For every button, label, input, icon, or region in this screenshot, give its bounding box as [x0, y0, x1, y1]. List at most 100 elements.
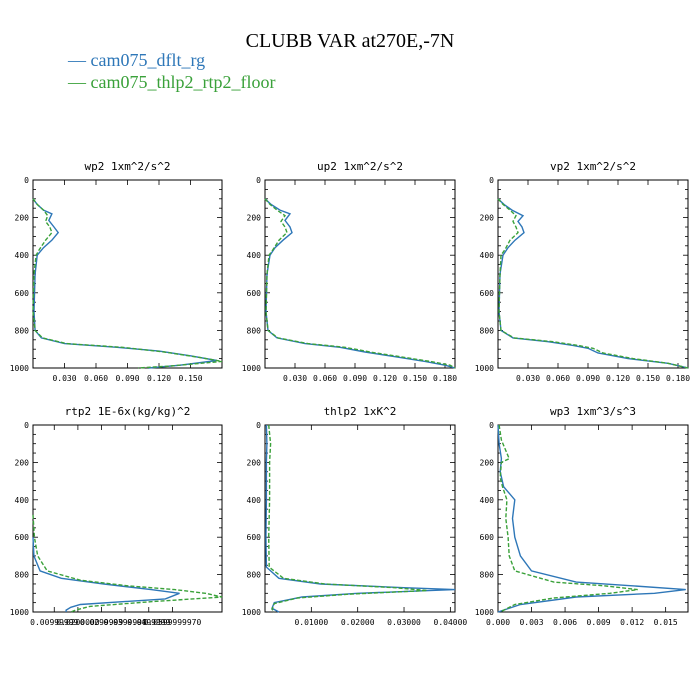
y-tick-label-4-4: 800 [247, 571, 262, 580]
y-tick-label-4-0: 0 [256, 421, 261, 430]
y-tick-label-0-5: 1000 [10, 364, 29, 373]
y-tick-label-1-0: 0 [256, 176, 261, 185]
y-tick-label-2-4: 800 [480, 326, 495, 335]
y-tick-label-5-0: 0 [489, 421, 494, 430]
series-line-2-1 [497, 198, 689, 369]
x-tick-label-1-2: 0.090 [343, 374, 367, 383]
y-tick-label-5-2: 400 [480, 496, 495, 505]
y-tick-label-4-2: 400 [247, 496, 262, 505]
panel-title-0: wp2 1xm^2/s^2 [84, 160, 170, 173]
x-tick-label-3-3: 0.0399999 [103, 618, 147, 627]
y-tick-label-0-4: 800 [15, 326, 30, 335]
series-line-2-0 [497, 198, 689, 369]
x-tick-label-0-2: 0.090 [115, 374, 139, 383]
x-tick-label-1-3: 0.120 [373, 374, 397, 383]
legend-label-0: cam075_dflt_rg [90, 50, 206, 70]
x-tick-label-3-1: 0.0200000 [56, 618, 100, 627]
panel-title-2: vp2 1xm^2/s^2 [550, 160, 636, 173]
y-tick-label-3-3: 600 [15, 533, 30, 542]
x-tick-label-3-4: 0.0499999 [127, 618, 171, 627]
x-tick-label-2-0: 0.030 [516, 374, 540, 383]
panel-1: up2 1xm^2/s^2 0 200 400 600 800 1000 0.030 0.060… [242, 160, 457, 383]
x-tick-label-1-0: 0.030 [283, 374, 307, 383]
series-line-5-0 [497, 424, 686, 613]
y-tick-label-3-0: 0 [24, 421, 29, 430]
y-tick-label-5-3: 600 [480, 533, 495, 542]
y-tick-label-1-4: 800 [247, 326, 262, 335]
x-tick-label-1-4: 0.150 [403, 374, 427, 383]
y-tick-label-0-1: 200 [15, 214, 30, 223]
x-tick-label-0-4: 0.150 [178, 374, 202, 383]
x-tick-label-3-0: 0.00999999 [30, 618, 78, 627]
panel-2: vp2 1xm^2/s^2 0 200 400 600 800 1000 0.030 0.060… [475, 160, 690, 383]
y-tick-label-3-2: 400 [15, 496, 30, 505]
x-tick-label-5-4: 0.012 [620, 618, 644, 627]
y-tick-label-0-0: 0 [24, 176, 29, 185]
series-line-3-1 [32, 514, 223, 613]
x-tick-label-4-1: 0.02000 [341, 618, 375, 627]
x-tick-label-4-3: 0.04000 [434, 618, 468, 627]
series-line-1-0 [264, 198, 456, 369]
x-tick-label-2-3: 0.120 [606, 374, 630, 383]
legend-label-1: cam075_thlp2_rtp2_floor [90, 72, 276, 92]
y-tick-label-5-1: 200 [480, 458, 495, 467]
x-tick-label-2-2: 0.090 [576, 374, 600, 383]
panel-title-4: thlp2 1xK^2 [324, 405, 397, 418]
y-tick-label-4-5: 1000 [242, 608, 261, 617]
x-tick-label-5-2: 0.006 [553, 618, 577, 627]
chart-title: CLUBB VAR at270E,-7N [245, 30, 455, 52]
series-line-3-0 [32, 537, 180, 612]
panel-frame-3 [32, 424, 223, 613]
x-tick-label-1-1: 0.060 [313, 374, 337, 383]
y-tick-label-3-4: 800 [15, 571, 30, 580]
panel-3: rtp2 1E-6x(kg/kg)^2 0 200 400 600 800 10000.00… [10, 405, 223, 627]
panel-title-1: up2 1xm^2/s^2 [317, 160, 403, 173]
panel-0: wp2 1xm^2/s^2 0 200 400 600 800 1000 0.030 0.060… [10, 160, 223, 383]
panel-frame-4 [264, 424, 456, 613]
legend-entry-0: — cam075_dflt_rg [68, 50, 205, 71]
x-tick-label-1-5: 0.180 [433, 374, 457, 383]
x-tick-label-4-2: 0.03000 [387, 618, 421, 627]
legend-entry-1: — cam075_thlp2_rtp2_floor [68, 72, 275, 93]
x-tick-label-0-0: 0.030 [52, 374, 76, 383]
legend-swatch-1: — [68, 72, 91, 92]
y-tick-label-4-3: 600 [247, 533, 262, 542]
x-tick-label-3-2: 0.0299999 [80, 618, 124, 627]
x-tick-label-5-5: 0.015 [654, 618, 678, 627]
panel-frame-0 [32, 179, 223, 369]
x-tick-label-3-5: 0.0599999970 [143, 618, 201, 627]
series-line-4-1 [267, 424, 428, 613]
panel-title-3: rtp2 1E-6x(kg/kg)^2 [65, 405, 191, 418]
y-tick-label-1-5: 1000 [242, 364, 261, 373]
x-tick-label-5-1: 0.003 [519, 618, 543, 627]
y-tick-label-5-5: 1000 [475, 608, 494, 617]
y-tick-label-2-0: 0 [489, 176, 494, 185]
y-tick-label-2-5: 1000 [475, 364, 494, 373]
x-tick-label-2-5: 0.180 [666, 374, 690, 383]
y-tick-label-1-1: 200 [247, 214, 262, 223]
x-tick-label-5-3: 0.009 [587, 618, 611, 627]
x-tick-label-2-4: 0.150 [636, 374, 660, 383]
x-tick-label-0-1: 0.060 [84, 374, 108, 383]
panel-frame-1 [264, 179, 456, 369]
legend-swatch-0: — [68, 50, 91, 70]
y-tick-label-1-3: 600 [247, 289, 262, 298]
y-tick-label-2-1: 200 [480, 214, 495, 223]
series-line-4-0 [265, 424, 456, 613]
series-line-1-1 [264, 198, 456, 369]
series-line-5-1 [498, 424, 638, 613]
y-tick-label-0-2: 400 [15, 251, 30, 260]
x-tick-label-2-1: 0.060 [546, 374, 570, 383]
y-tick-label-2-3: 600 [480, 289, 495, 298]
panel-frame-5 [497, 424, 689, 613]
x-tick-label-4-0: 0.01000 [294, 618, 328, 627]
y-tick-label-4-1: 200 [247, 458, 262, 467]
y-tick-label-0-3: 600 [15, 289, 30, 298]
x-tick-label-5-0: 0.000 [486, 618, 510, 627]
y-tick-label-3-5: 1000 [10, 608, 29, 617]
series-line-0-0 [32, 198, 217, 369]
series-line-0-1 [32, 198, 223, 369]
y-tick-label-3-1: 200 [15, 458, 30, 467]
